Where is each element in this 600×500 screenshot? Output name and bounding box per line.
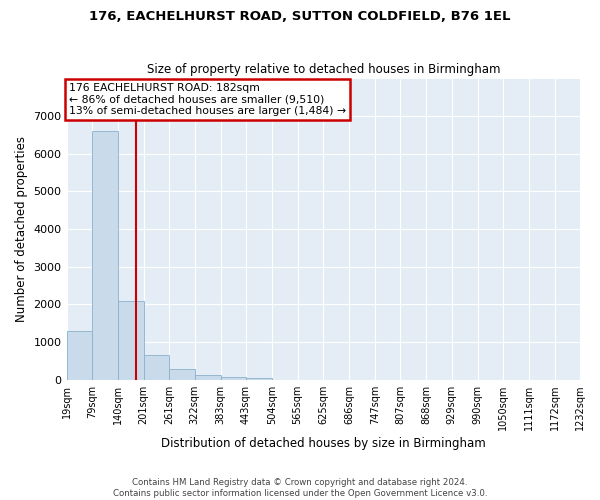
X-axis label: Distribution of detached houses by size in Birmingham: Distribution of detached houses by size …	[161, 437, 485, 450]
Bar	[143, 355, 169, 380]
Y-axis label: Number of detached properties: Number of detached properties	[15, 136, 28, 322]
Bar	[118, 300, 143, 380]
Title: Size of property relative to detached houses in Birmingham: Size of property relative to detached ho…	[146, 63, 500, 76]
Bar	[221, 376, 246, 380]
Text: 176 EACHELHURST ROAD: 182sqm
← 86% of detached houses are smaller (9,510)
13% of: 176 EACHELHURST ROAD: 182sqm ← 86% of de…	[69, 83, 346, 116]
Text: 176, EACHELHURST ROAD, SUTTON COLDFIELD, B76 1EL: 176, EACHELHURST ROAD, SUTTON COLDFIELD,…	[89, 10, 511, 23]
Text: Contains HM Land Registry data © Crown copyright and database right 2024.
Contai: Contains HM Land Registry data © Crown c…	[113, 478, 487, 498]
Bar	[67, 331, 92, 380]
Bar	[246, 378, 272, 380]
Bar	[169, 369, 195, 380]
Bar	[92, 132, 118, 380]
Bar	[195, 375, 221, 380]
